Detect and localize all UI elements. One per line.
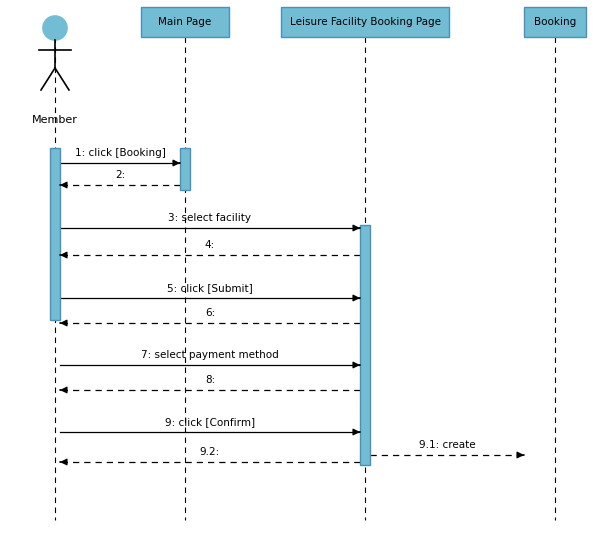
Text: 2:: 2:	[115, 170, 125, 180]
Text: 3: select facility: 3: select facility	[169, 213, 252, 223]
Text: 5: click [Submit]: 5: click [Submit]	[167, 283, 253, 293]
FancyBboxPatch shape	[360, 225, 370, 465]
FancyBboxPatch shape	[141, 7, 229, 37]
Text: Booking: Booking	[534, 17, 576, 27]
Text: 1: click [Booking]: 1: click [Booking]	[74, 148, 165, 158]
Text: 9: click [Confirm]: 9: click [Confirm]	[165, 417, 255, 427]
Text: Member: Member	[32, 115, 78, 125]
Text: Leisure Facility Booking Page: Leisure Facility Booking Page	[290, 17, 440, 27]
Text: 9.1: create: 9.1: create	[419, 440, 476, 450]
Text: 8:: 8:	[205, 375, 215, 385]
Circle shape	[43, 16, 67, 40]
FancyBboxPatch shape	[180, 148, 190, 190]
Text: 4:: 4:	[205, 240, 215, 250]
Text: 7: select payment method: 7: select payment method	[141, 350, 279, 360]
Text: 6:: 6:	[205, 308, 215, 318]
Text: Main Page: Main Page	[159, 17, 212, 27]
FancyBboxPatch shape	[524, 7, 586, 37]
FancyBboxPatch shape	[281, 7, 449, 37]
FancyBboxPatch shape	[50, 148, 60, 320]
Text: 9.2:: 9.2:	[200, 447, 220, 457]
